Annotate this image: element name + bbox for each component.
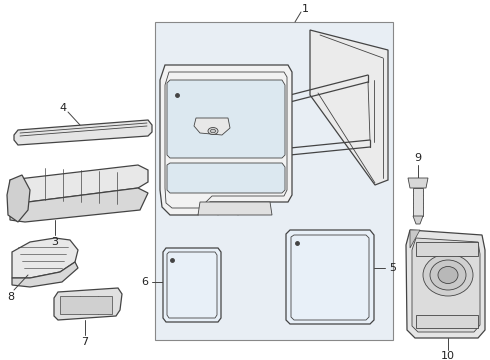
Text: 1: 1 (301, 4, 309, 14)
Bar (413, 188, 423, 216)
Polygon shape (12, 238, 78, 278)
Ellipse shape (211, 129, 216, 133)
Polygon shape (7, 175, 30, 222)
Bar (60, 296, 112, 314)
Polygon shape (194, 118, 230, 135)
Ellipse shape (423, 254, 473, 296)
Polygon shape (10, 188, 148, 222)
Polygon shape (167, 163, 285, 193)
Text: 8: 8 (7, 292, 15, 302)
Text: 2: 2 (251, 126, 259, 136)
Bar (155, 22, 393, 340)
Polygon shape (412, 238, 480, 332)
Text: 9: 9 (415, 153, 421, 163)
Polygon shape (14, 120, 152, 145)
Text: 7: 7 (81, 337, 89, 347)
Ellipse shape (208, 127, 218, 135)
Ellipse shape (430, 260, 466, 290)
Polygon shape (286, 230, 374, 324)
Polygon shape (408, 178, 428, 188)
Polygon shape (163, 248, 221, 322)
Polygon shape (160, 65, 292, 215)
Text: 6: 6 (142, 277, 148, 287)
Text: 3: 3 (51, 237, 58, 247)
Bar (416, 315, 478, 328)
Polygon shape (54, 288, 122, 320)
Polygon shape (10, 165, 148, 202)
Polygon shape (198, 202, 272, 215)
Bar (416, 242, 478, 256)
Ellipse shape (438, 266, 458, 284)
Polygon shape (12, 262, 78, 287)
Polygon shape (413, 216, 423, 224)
Text: 10: 10 (441, 351, 455, 360)
Text: 5: 5 (390, 263, 396, 273)
Text: 4: 4 (59, 103, 67, 113)
Polygon shape (410, 230, 420, 248)
Polygon shape (310, 30, 388, 185)
Polygon shape (406, 230, 485, 338)
Polygon shape (167, 80, 285, 158)
